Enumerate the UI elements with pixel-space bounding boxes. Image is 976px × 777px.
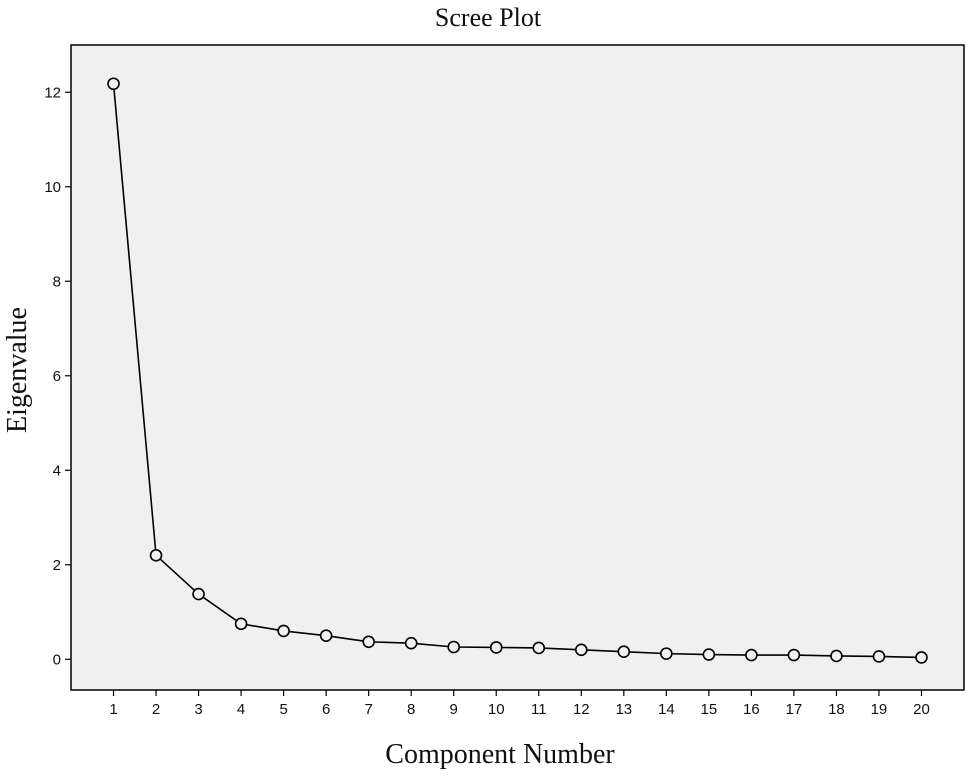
x-axis-title: Component Number	[385, 739, 615, 770]
data-point-10	[489, 641, 503, 654]
x-tick-label: 4	[237, 701, 245, 718]
x-tick-label: 2	[152, 701, 160, 718]
x-tick-label: 17	[786, 701, 803, 718]
data-point-19	[872, 650, 886, 663]
data-point-16	[745, 648, 758, 662]
y-axis: 0 2 4 6 8 10 12	[44, 84, 71, 668]
x-tick-label: 16	[743, 701, 760, 718]
data-point-6	[319, 629, 333, 642]
x-tick-label: 19	[871, 701, 888, 718]
x-tick-label: 1	[109, 701, 117, 718]
x-tick-label: 12	[573, 701, 590, 718]
y-tick-label: 0	[53, 651, 61, 668]
x-tick-label: 7	[364, 701, 372, 718]
x-tick-label: 3	[194, 701, 202, 718]
data-point-9	[447, 640, 461, 654]
x-tick-label: 15	[701, 701, 718, 718]
y-tick-label: 10	[44, 179, 61, 196]
series-line	[112, 83, 922, 659]
y-tick-label: 8	[53, 273, 61, 290]
y-axis-title: Eigenvalue	[2, 307, 33, 433]
data-point-1	[107, 77, 120, 91]
x-tick-label: 14	[658, 701, 675, 718]
data-point-12	[574, 643, 588, 657]
y-tick-label: 12	[44, 84, 61, 101]
data-point-3	[192, 587, 205, 601]
data-point-15	[702, 648, 716, 661]
data-point-11	[532, 641, 546, 655]
data-point-7	[362, 635, 375, 649]
x-tick-label: 13	[615, 701, 632, 718]
x-tick-label: 10	[488, 701, 505, 718]
y-tick-label: 2	[53, 557, 61, 574]
x-tick-label: 5	[279, 701, 287, 718]
data-point-20	[915, 651, 928, 664]
series-eigenvalue	[107, 77, 928, 664]
x-tick-label: 9	[450, 701, 458, 718]
x-tick-label: 6	[322, 701, 330, 718]
data-point-8	[404, 636, 418, 650]
data-point-18	[830, 649, 843, 663]
y-tick-label: 4	[53, 462, 61, 479]
y-tick-label: 6	[53, 368, 61, 385]
data-point-14	[660, 647, 673, 660]
x-tick-label: 8	[407, 701, 415, 718]
x-axis: 1 2 3 4 5 6 7 8 9 10 11 12 13 14 15 16 17 18 19 20	[109, 690, 930, 718]
x-tick-label: 11	[531, 701, 547, 718]
data-point-17	[787, 648, 801, 662]
data-point-13	[617, 645, 631, 659]
x-tick-label: 20	[913, 701, 930, 718]
data-point-4	[234, 617, 248, 631]
data-point-2	[149, 549, 163, 562]
x-tick-label: 18	[828, 701, 845, 718]
chart-title: Scree Plot	[435, 3, 542, 32]
plot-area	[70, 44, 965, 691]
data-point-5	[277, 624, 290, 638]
